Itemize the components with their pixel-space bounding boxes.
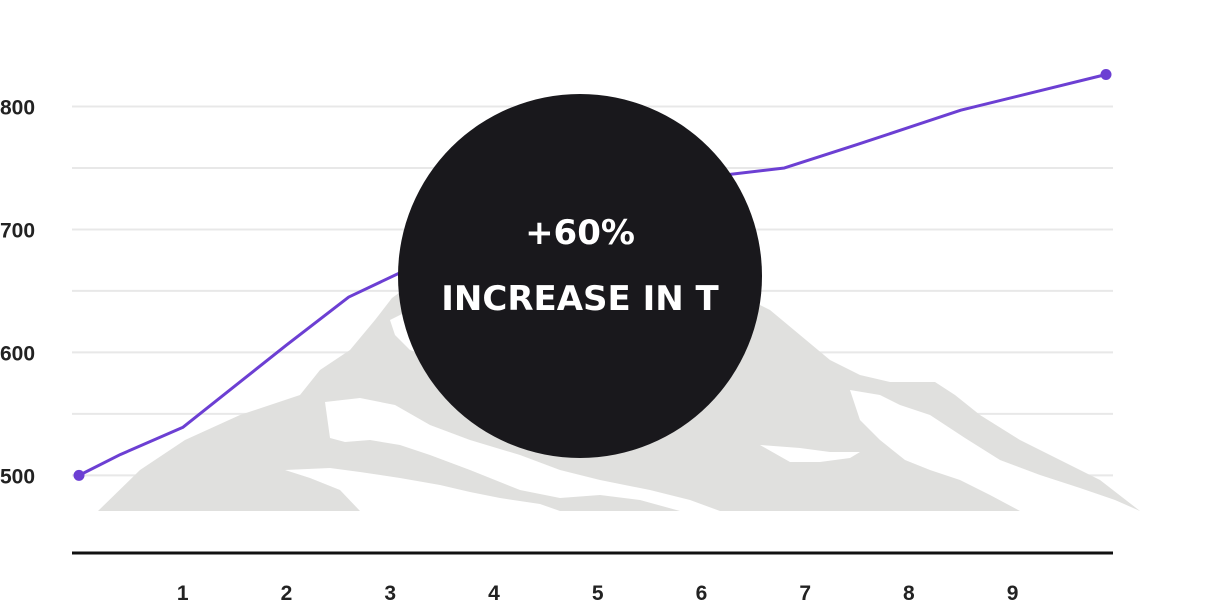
y-tick-label: 500 <box>0 465 35 488</box>
x-tick-label: 6 <box>696 582 708 604</box>
y-axis-ticks: 500 600 700 800 <box>0 96 35 488</box>
x-axis-ticks: 1 2 3 4 5 6 7 8 9 <box>177 582 1019 604</box>
increase-badge: +60% INCREASE IN T <box>398 94 762 458</box>
x-tick-label: 9 <box>1007 582 1019 604</box>
x-tick-label: 2 <box>281 582 293 604</box>
badge-value: +60% <box>525 213 635 253</box>
x-tick-label: 8 <box>903 582 915 604</box>
x-tick-label: 7 <box>799 582 811 604</box>
x-tick-label: 3 <box>384 582 396 604</box>
data-point <box>1100 69 1112 81</box>
y-tick-label: 800 <box>0 96 35 119</box>
x-tick-label: 1 <box>177 582 189 604</box>
y-tick-label: 700 <box>0 219 35 242</box>
y-tick-label: 600 <box>0 342 35 365</box>
badge-circle <box>398 94 762 458</box>
badge-caption: INCREASE IN T <box>441 279 719 319</box>
data-point <box>73 469 85 481</box>
x-tick-label: 4 <box>488 582 500 604</box>
x-tick-label: 5 <box>592 582 604 604</box>
